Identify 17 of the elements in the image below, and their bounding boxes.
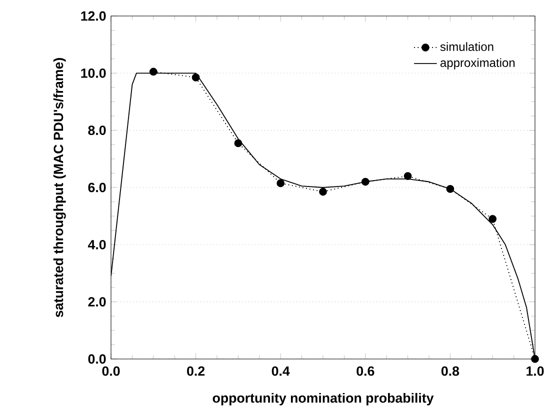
- x-tick-label: 0.4: [272, 366, 290, 376]
- y-tick-label: 10.0: [81, 68, 106, 78]
- x-tick-label: 0.0: [102, 366, 120, 376]
- y-tick-label: 8.0: [88, 126, 106, 136]
- y-tick-label: 6.0: [88, 182, 106, 192]
- x-tick-label: 0.2: [187, 366, 205, 376]
- x-axis-title: opportunity nomination probability: [212, 392, 434, 406]
- y-axis-title: saturated throughput (MAC PDU's/frame): [53, 58, 66, 318]
- legend-label: simulation: [440, 42, 494, 51]
- y-tick-label: 2.0: [88, 297, 106, 307]
- x-tick-label: 0.8: [441, 366, 460, 376]
- x-tick-label: 1.0: [526, 366, 544, 376]
- y-tick-label: 12.0: [81, 11, 106, 21]
- y-tick-label: 4.0: [88, 240, 106, 250]
- y-tick-label: 0.0: [88, 354, 106, 364]
- legend-label: approximation: [440, 58, 515, 70]
- x-tick-label: 0.6: [356, 366, 374, 376]
